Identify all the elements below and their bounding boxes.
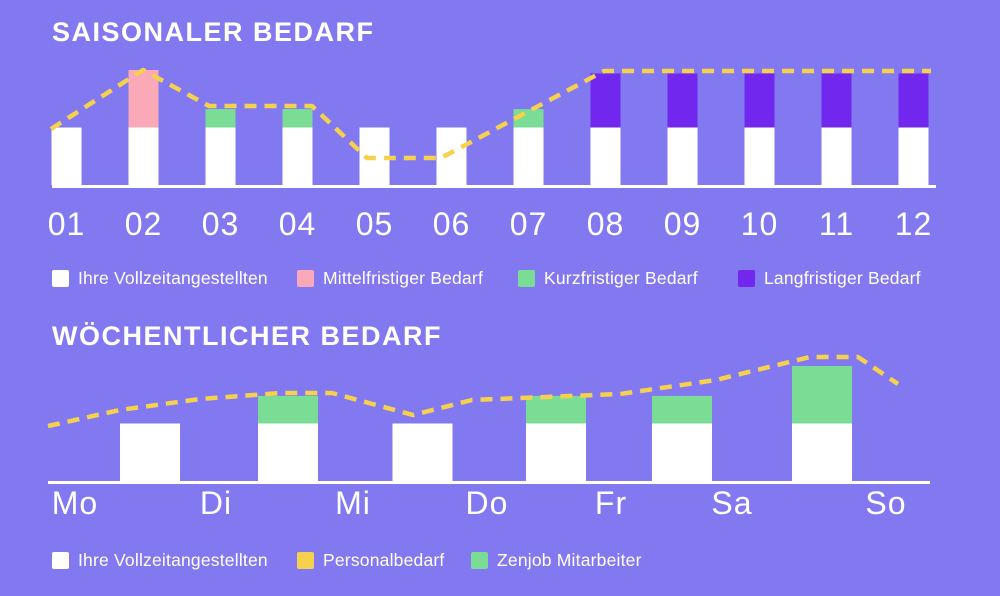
legend-label: Langfristiger Bedarf xyxy=(764,268,921,288)
legend-swatch-purple xyxy=(738,270,755,287)
bar-segment-white xyxy=(821,127,852,185)
legend-label: Ihre Vollzeitangestellten xyxy=(78,268,268,288)
legend-item: Mittelfristiger Bedarf xyxy=(297,268,483,289)
bar-segment-purple xyxy=(898,73,929,128)
x-tick-label: 08 xyxy=(587,206,625,242)
bar-segment-white xyxy=(526,423,586,481)
x-tick-label: 09 xyxy=(664,206,702,242)
bar-segment-green xyxy=(282,109,313,128)
bar-segment-white xyxy=(51,127,82,185)
bar-segment-green xyxy=(205,109,236,128)
bar-segment-purple xyxy=(590,73,621,128)
x-tick-label: 05 xyxy=(356,206,394,242)
bar-segment-purple xyxy=(821,73,852,128)
x-tick-label: So xyxy=(865,485,906,521)
legend-label: Personalbedarf xyxy=(323,550,445,570)
bar-segment-green xyxy=(258,395,318,424)
legend-swatch-green xyxy=(471,552,488,569)
legend-item: Ihre Vollzeitangestellten xyxy=(52,268,268,289)
x-tick-label: 06 xyxy=(433,206,471,242)
bar-segment-green xyxy=(652,395,712,424)
x-tick-label: 04 xyxy=(279,206,317,242)
demand-line-dashed xyxy=(49,67,931,161)
bar-segment-white xyxy=(667,127,698,185)
x-tick-label: 07 xyxy=(510,206,548,242)
legend-swatch-pink xyxy=(297,270,314,287)
legend-swatch-white xyxy=(52,270,69,287)
legend-item: Zenjob Mitarbeiter xyxy=(471,550,642,571)
bar-segment-white xyxy=(205,127,236,185)
seasonal-chart-legend: Ihre Vollzeitangestellten Mittelfristiger… xyxy=(0,268,1000,290)
bar-segment-white xyxy=(652,423,712,481)
legend-item: Langfristiger Bedarf xyxy=(738,268,921,289)
x-tick-label: 03 xyxy=(202,206,240,242)
x-tick-label: Do xyxy=(466,485,509,521)
bar-segment-white xyxy=(590,127,621,185)
x-tick-label: Fr xyxy=(595,485,627,521)
legend-swatch-yellow xyxy=(297,552,314,569)
legend-label: Ihre Vollzeitangestellten xyxy=(78,550,268,570)
legend-swatch-green xyxy=(518,270,535,287)
bar-segment-white xyxy=(436,127,467,185)
legend-label: Zenjob Mitarbeiter xyxy=(497,550,642,570)
x-tick-label: 11 xyxy=(819,206,854,242)
bar-segment-white xyxy=(898,127,929,185)
x-tick-label: Sa xyxy=(711,485,752,521)
legend-item: Personalbedarf xyxy=(297,550,445,571)
bar-segment-green xyxy=(792,366,852,424)
x-tick-label: Di xyxy=(200,485,232,521)
x-tick-label: 01 xyxy=(48,206,86,242)
x-tick-label: 02 xyxy=(125,206,163,242)
bar-segment-green xyxy=(526,395,586,424)
bar-segment-white xyxy=(792,423,852,481)
legend-item: Kurzfristiger Bedarf xyxy=(518,268,698,289)
x-tick-label: 12 xyxy=(895,206,933,242)
bar-segment-white xyxy=(120,423,180,481)
weekly-chart-title: WÖCHENTLICHER BEDARF xyxy=(52,321,442,351)
x-tick-label: 10 xyxy=(741,206,779,242)
bar-segment-pink xyxy=(128,70,159,128)
x-tick-label: Mi xyxy=(335,485,371,521)
bar-segment-purple xyxy=(667,73,698,128)
seasonal-chart-title: SAISONALER BEDARF xyxy=(52,17,375,47)
bar-segment-white xyxy=(282,127,313,185)
x-tick-label: Mo xyxy=(52,485,98,521)
bar-segment-white xyxy=(128,127,159,185)
bar-segment-white xyxy=(744,127,775,185)
legend-label: Mittelfristiger Bedarf xyxy=(323,268,484,288)
legend-label: Kurzfristiger Bedarf xyxy=(544,268,698,288)
legend-item: Ihre Vollzeitangestellten xyxy=(52,550,268,571)
weekly-chart-legend: Ihre Vollzeitangestellten Personalbedarf Z… xyxy=(0,550,1000,572)
demand-line-dashed xyxy=(47,354,900,429)
bar-segment-purple xyxy=(744,73,775,128)
legend-swatch-white xyxy=(52,552,69,569)
bar-segment-white xyxy=(392,423,453,481)
bar-segment-white xyxy=(513,127,544,185)
bar-segment-white xyxy=(258,423,318,481)
